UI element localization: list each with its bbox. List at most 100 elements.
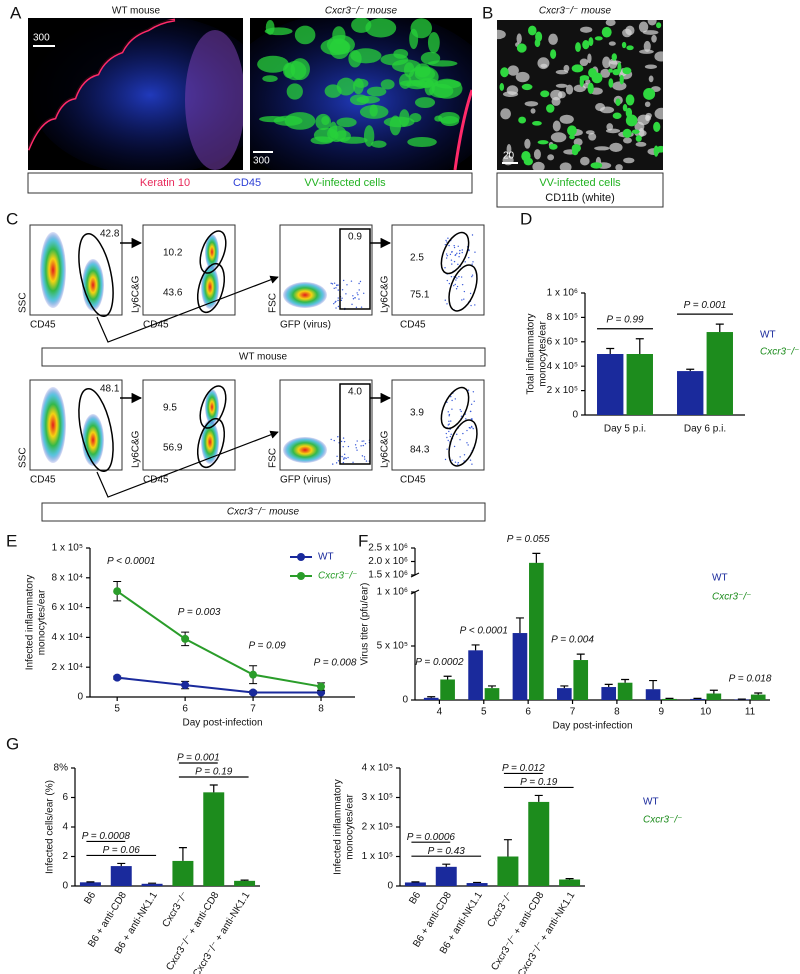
infected-cell	[579, 76, 584, 87]
infected-cell	[612, 112, 622, 119]
marker	[181, 681, 190, 690]
cd11b-cell	[623, 137, 632, 144]
infected-cell	[588, 67, 597, 78]
x-tick-label: 10	[700, 707, 712, 718]
error-bar	[606, 347, 615, 354]
cd11b-cell	[608, 41, 616, 46]
cell-dot	[461, 283, 464, 286]
infected-cell	[294, 25, 316, 45]
error-bar	[487, 685, 496, 689]
gate	[448, 264, 478, 312]
cd11b-cell	[600, 68, 611, 78]
cell-dot	[343, 453, 346, 456]
cell-dot	[363, 292, 365, 294]
infected-cell	[409, 112, 422, 123]
cell-dot	[450, 420, 452, 422]
error-bar	[515, 617, 524, 634]
cell-dot	[448, 282, 451, 285]
error-bar	[443, 675, 452, 680]
cd11b-cell	[537, 57, 550, 70]
gate-value: 4.0	[348, 387, 362, 398]
y-axis-label: monocytes/ear	[538, 321, 549, 387]
flow-x-label: CD45	[143, 320, 169, 331]
cell-dot	[356, 449, 358, 451]
infected-cell	[528, 25, 537, 36]
cell-dot	[455, 288, 458, 290]
cell-dot	[448, 244, 450, 247]
cd11b-cell	[565, 84, 574, 95]
y-axis-label: monocytes/ear	[37, 589, 48, 655]
legend-box	[27, 172, 473, 194]
y-tick-label: 2.5 x 10⁶	[368, 543, 408, 554]
y-axis-label: Virus titer (pfu/ear)	[360, 583, 371, 666]
row-label: WT mouse	[239, 352, 288, 363]
cell-dot	[456, 277, 458, 279]
cell-dot	[333, 439, 335, 442]
cell-dot	[466, 429, 468, 432]
cell-dot	[342, 461, 345, 464]
p-value: P = 0.19	[520, 777, 558, 788]
marker	[317, 682, 326, 691]
legend-label: Keratin 10	[140, 177, 190, 189]
panel-label: F	[358, 531, 368, 550]
cell-dot	[447, 439, 449, 442]
y-tick-label: 1 x 10⁶	[547, 288, 578, 299]
bar	[110, 866, 132, 886]
cd11b-cell	[548, 33, 558, 45]
cell-dot	[460, 415, 463, 417]
gate	[448, 419, 478, 467]
infected-cell	[265, 19, 275, 35]
infected-cell	[656, 22, 662, 29]
y-tick-label: 5 x 10⁵	[377, 641, 408, 652]
cell-dot	[453, 260, 456, 263]
p-value: P = 0.012	[502, 763, 545, 774]
bar	[203, 792, 225, 886]
bar	[497, 856, 519, 886]
cd11b-cell	[585, 130, 595, 135]
infected-cell	[567, 125, 577, 136]
cell-dot	[330, 282, 332, 285]
infected-cell	[534, 38, 541, 48]
infected-cell	[625, 107, 633, 118]
gate	[199, 385, 227, 429]
cell-dot	[446, 241, 448, 243]
cd11b-cell	[524, 101, 539, 107]
x-tick-label: 4	[437, 707, 443, 718]
legend-box	[496, 172, 664, 208]
cd11b-cell	[644, 101, 651, 108]
cell-dot	[463, 460, 465, 462]
bar	[645, 689, 661, 700]
cd11b-cell	[506, 143, 512, 155]
bar	[528, 801, 550, 886]
marker	[181, 634, 190, 643]
cell-dot	[341, 289, 344, 291]
cell-dot	[352, 295, 354, 297]
gate	[339, 383, 371, 465]
cell-dot	[450, 259, 453, 261]
cell-dot	[342, 437, 345, 439]
p-value: P = 0.008	[314, 657, 357, 668]
cell-dot	[356, 440, 358, 442]
marker	[249, 688, 258, 697]
y-tick-label: 4 x 10⁵	[547, 361, 578, 372]
cell-dot	[364, 443, 367, 445]
cell-cloud	[283, 282, 327, 308]
infected-cell	[612, 68, 620, 76]
y-tick-label: 3 x 10⁵	[362, 792, 393, 803]
cell-dot	[471, 463, 473, 465]
cell-dot	[362, 444, 365, 447]
y-tick-label: 1 x 10⁵	[362, 851, 393, 862]
y-tick-label: 0	[62, 881, 68, 892]
cell-dot	[453, 246, 456, 249]
p-value: P = 0.06	[103, 845, 141, 856]
y-axis-label: Infected inflammatory	[25, 575, 36, 671]
cd11b-cell	[606, 123, 614, 131]
x-tick-label: 5	[114, 704, 120, 715]
infected-cell	[434, 115, 443, 122]
gate-value: 9.5	[163, 403, 177, 414]
micrograph	[28, 18, 243, 170]
micrograph	[497, 20, 663, 170]
bar	[141, 883, 163, 886]
cell-dot	[334, 301, 336, 304]
infected-cell	[532, 120, 542, 126]
